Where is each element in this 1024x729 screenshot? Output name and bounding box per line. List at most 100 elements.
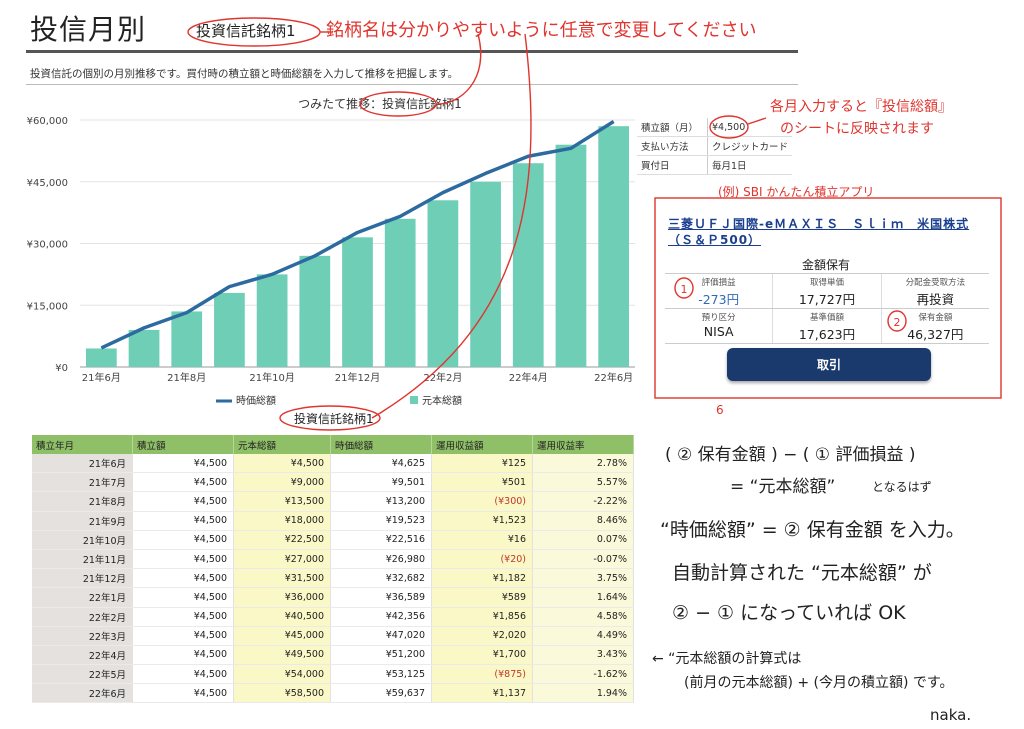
- table-cell: ¥13,200: [330, 491, 432, 512]
- table-cell: 5.57%: [532, 472, 634, 493]
- x-tick-label: 22年6月: [594, 371, 633, 384]
- table-cell: ¥1,856: [431, 607, 533, 627]
- table-cell: ¥22,516: [330, 530, 432, 550]
- table-cell: (¥20): [431, 549, 533, 570]
- title-divider: [26, 50, 798, 53]
- circle-2: [887, 310, 907, 332]
- sbi-cell-nav: 基準価額 17,623円: [773, 309, 882, 343]
- sbi-cell-holding: 保有金額 46,327円: [882, 309, 989, 343]
- table-cell: 1.94%: [532, 683, 634, 704]
- bar: [128, 329, 160, 367]
- info-value: クレジットカード: [707, 136, 793, 156]
- table-cell: 3.43%: [532, 645, 634, 666]
- page-title: 投信月別: [30, 13, 147, 46]
- fund-info-table: 積立額（月） ¥4,500 支払い方法 クレジットカード 買付日 毎月1日: [637, 118, 793, 175]
- table-cell: 21年12月: [32, 568, 133, 589]
- chart-title: つみたて推移：投資信託銘柄1: [298, 97, 462, 111]
- table-cell: ¥4,500: [132, 568, 234, 589]
- col-header: 運用収益率: [532, 435, 634, 454]
- table-cell: ¥4,500: [132, 645, 234, 666]
- table-cell: ¥36,000: [233, 587, 331, 608]
- x-tick-label: 21年8月: [167, 371, 206, 384]
- table-cell: 21年8月: [32, 491, 133, 512]
- table-cell: ¥1,700: [431, 645, 533, 666]
- circle-1: [674, 277, 694, 299]
- table-cell: ¥54,000: [233, 664, 331, 685]
- note-input-3: ② − ① になっていれば OK: [672, 602, 906, 624]
- table-cell: ¥19,523: [330, 511, 432, 531]
- table-cell: ¥27,000: [233, 549, 331, 570]
- sbi-row-1: 評価損益 -273円 取得単価 17,727円 分配金受取方法 再投資: [665, 274, 989, 309]
- table-cell: ¥51,200: [330, 645, 432, 666]
- info-value: 毎月1日: [707, 155, 793, 175]
- table-cell: ¥501: [431, 472, 533, 493]
- trade-button[interactable]: 取引: [727, 348, 931, 381]
- x-tick-label: 22年4月: [509, 371, 548, 384]
- x-tick-label: 21年10月: [249, 371, 294, 384]
- sbi-holding-mode: 金額保有: [801, 258, 850, 272]
- circle-chart-title: [359, 91, 437, 117]
- bar: [214, 292, 245, 367]
- sbi-cell-unrealized: 評価損益 -273円: [665, 274, 774, 308]
- table-cell: ¥47,020: [330, 626, 432, 646]
- sbi-value: 再投資: [916, 292, 955, 307]
- table-cell: ¥45,000: [233, 626, 331, 646]
- table-row: 22年6月 ¥4,500 ¥58,500 ¥59,637 ¥1,137 1.94%: [32, 683, 634, 704]
- table-cell: 0.07%: [532, 530, 634, 550]
- table-cell: -2.22%: [532, 491, 634, 512]
- table-cell: ¥589: [431, 587, 533, 608]
- note-formula-1: ( ② 保有金額 ) − ( ① 評価損益 ): [665, 445, 916, 465]
- sbi-label: 評価損益: [701, 278, 736, 288]
- fund-name-heading: 投資信託銘柄1: [196, 22, 296, 40]
- y-tick-label: ¥0: [55, 363, 68, 374]
- table-cell: ¥4,500: [132, 530, 234, 550]
- table-cell: ¥42,356: [330, 607, 432, 627]
- note-amount-1: 各月入力すると『投信総額』: [770, 99, 952, 115]
- sbi-cell-dividend: 分配金受取方法 再投資: [882, 274, 989, 308]
- bar: [85, 348, 117, 367]
- table-cell: 3.75%: [532, 568, 634, 589]
- description-divider: [26, 84, 798, 85]
- bar: [512, 163, 544, 367]
- info-label: 支払い方法: [637, 136, 708, 156]
- table-label: 投資信託銘柄1: [294, 412, 374, 426]
- sbi-fund-link[interactable]: 三菱ＵＦＪ国際-eＭＡＸＩＳ Ｓｌｉｍ 米国株式（Ｓ＆Ｐ500）: [668, 217, 970, 247]
- accumulation-chart: ¥0 ¥15,000 ¥30,000 ¥45,000 ¥60,000 21年6月 21年8月…: [27, 116, 635, 407]
- sbi-label: 預り区分: [701, 313, 736, 323]
- table-cell: ¥4,500: [132, 454, 234, 474]
- table-cell: 22年6月: [32, 683, 133, 704]
- table-row: 21年7月 ¥4,500 ¥9,000 ¥9,501 ¥501 5.57%: [32, 472, 634, 493]
- x-tick-label: 22年2月: [423, 371, 462, 384]
- table-cell: 22年3月: [32, 626, 133, 646]
- sbi-label: 保有金額: [918, 313, 953, 323]
- col-header: 運用収益額: [431, 435, 533, 454]
- link-line-table: [371, 33, 532, 419]
- bar: [470, 181, 501, 367]
- signature: naka.: [930, 706, 972, 724]
- circle-amount: [709, 115, 749, 139]
- circle-fund-heading: [187, 17, 321, 47]
- table-cell: ¥36,589: [330, 587, 432, 608]
- table-cell: 4.58%: [532, 607, 634, 627]
- table-cell: ¥9,000: [233, 472, 331, 493]
- table-cell: ¥26,980: [330, 549, 432, 570]
- circle-1-label: 1: [681, 283, 688, 296]
- table-cell: ¥125: [431, 454, 533, 474]
- link-line-amount: [747, 117, 767, 125]
- y-tick-label: ¥30,000: [27, 240, 68, 251]
- table-cell: 1.64%: [532, 587, 634, 608]
- bar: [256, 274, 288, 367]
- note-calc-2: (前月の元本総額) + (今月の積立額) です。: [684, 675, 954, 691]
- y-tick-label: ¥45,000: [27, 178, 68, 189]
- note-input-2: 自動計算された “元本総額” が: [672, 562, 932, 584]
- table-cell: 22年5月: [32, 664, 133, 685]
- table-cell: ¥4,500: [132, 626, 234, 646]
- table-cell: ¥40,500: [233, 607, 331, 627]
- table-cell: ¥4,500: [132, 491, 234, 512]
- table-cell: ¥1,137: [431, 683, 533, 704]
- legend-label: 時価総額: [236, 394, 276, 407]
- table-cell: -0.07%: [532, 549, 634, 570]
- table-cell: 22年2月: [32, 607, 133, 627]
- sbi-detail-grid: 評価損益 -273円 取得単価 17,727円 分配金受取方法 再投資 預り区分…: [665, 273, 989, 344]
